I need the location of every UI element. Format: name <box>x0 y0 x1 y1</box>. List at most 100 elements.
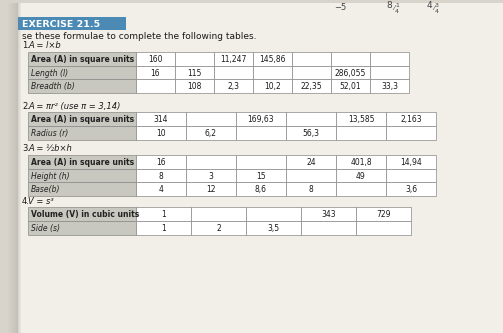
Bar <box>386 168 436 182</box>
Bar <box>8 3 11 333</box>
Bar <box>28 182 136 196</box>
Bar <box>175 52 214 66</box>
Bar <box>136 66 175 80</box>
Bar <box>301 207 356 221</box>
Bar <box>28 66 136 80</box>
Bar <box>301 221 356 235</box>
Bar <box>253 80 292 93</box>
Text: 3,5: 3,5 <box>268 224 280 233</box>
Bar <box>136 52 175 66</box>
Text: 10,2: 10,2 <box>264 82 281 92</box>
Bar <box>386 155 436 168</box>
Bar <box>28 155 136 168</box>
Bar <box>136 112 186 126</box>
Text: 13,585: 13,585 <box>348 115 374 124</box>
Bar <box>16 3 19 333</box>
Text: 343: 343 <box>321 210 336 219</box>
Bar <box>246 221 301 235</box>
Text: 160: 160 <box>148 55 163 64</box>
Text: 2,3: 2,3 <box>227 82 239 92</box>
Text: 12: 12 <box>206 185 216 194</box>
Text: 108: 108 <box>187 82 202 92</box>
Bar <box>336 112 386 126</box>
Bar <box>331 80 370 93</box>
Text: 3: 3 <box>435 3 439 8</box>
Text: Area (A) in square units: Area (A) in square units <box>31 158 134 167</box>
Text: Area (A) in square units: Area (A) in square units <box>31 55 134 64</box>
Text: 8: 8 <box>158 171 163 180</box>
Text: −5: −5 <box>334 3 346 12</box>
Bar <box>336 126 386 140</box>
Text: EXERCISE 21.5: EXERCISE 21.5 <box>22 20 100 29</box>
Bar <box>191 221 246 235</box>
Bar <box>18 17 126 30</box>
Text: 10: 10 <box>156 129 166 138</box>
Bar <box>214 66 253 80</box>
Bar <box>175 66 214 80</box>
Bar <box>331 66 370 80</box>
Bar <box>356 221 411 235</box>
Bar <box>236 112 286 126</box>
Bar <box>246 207 301 221</box>
Text: Side (s): Side (s) <box>31 224 60 233</box>
Bar <box>214 80 253 93</box>
Text: 4: 4 <box>427 1 432 10</box>
Bar <box>286 182 336 196</box>
Text: 11,247: 11,247 <box>220 55 246 64</box>
Text: 3.: 3. <box>22 144 30 153</box>
Bar <box>386 182 436 196</box>
Bar <box>12 3 15 333</box>
Bar <box>336 168 386 182</box>
Text: 1: 1 <box>395 3 399 8</box>
Bar <box>175 80 214 93</box>
Text: 286,055: 286,055 <box>335 69 366 78</box>
Bar <box>10 3 13 333</box>
Text: Volume (V) in cubic units: Volume (V) in cubic units <box>31 210 139 219</box>
Text: Area (A) in square units: Area (A) in square units <box>31 115 134 124</box>
Bar <box>286 168 336 182</box>
Bar <box>136 221 191 235</box>
Bar <box>370 66 409 80</box>
Text: 4.: 4. <box>22 197 30 206</box>
Text: Length (l): Length (l) <box>31 69 68 78</box>
Bar <box>136 168 186 182</box>
Text: 314: 314 <box>154 115 168 124</box>
Bar <box>186 112 236 126</box>
Bar <box>28 80 136 93</box>
Text: A = ½b×h: A = ½b×h <box>28 144 72 153</box>
Text: 401,8: 401,8 <box>350 158 372 167</box>
Text: 1.: 1. <box>22 41 30 50</box>
Text: 1: 1 <box>161 224 166 233</box>
Bar <box>14 3 17 333</box>
Bar <box>292 80 331 93</box>
Text: 729: 729 <box>376 210 391 219</box>
Text: 2.: 2. <box>22 102 30 111</box>
Bar <box>336 155 386 168</box>
Text: 4: 4 <box>435 9 439 14</box>
Bar <box>236 182 286 196</box>
Text: 8: 8 <box>309 185 313 194</box>
Bar <box>286 112 336 126</box>
Bar <box>28 126 136 140</box>
Text: ⁄: ⁄ <box>393 5 394 11</box>
Bar <box>18 3 21 333</box>
Bar <box>370 80 409 93</box>
Bar <box>236 126 286 140</box>
Text: 52,01: 52,01 <box>340 82 361 92</box>
Bar <box>15 3 18 333</box>
Text: V = s³: V = s³ <box>28 197 54 206</box>
Bar <box>17 3 20 333</box>
Bar <box>28 112 136 126</box>
Text: 3: 3 <box>209 171 213 180</box>
Text: 2: 2 <box>216 224 221 233</box>
Text: 15: 15 <box>256 171 266 180</box>
Bar <box>286 155 336 168</box>
Bar <box>186 182 236 196</box>
Text: 16: 16 <box>156 158 166 167</box>
Text: Base(b): Base(b) <box>31 185 60 194</box>
Bar <box>186 126 236 140</box>
Text: Breadth (b): Breadth (b) <box>31 82 75 92</box>
Bar <box>386 112 436 126</box>
Text: 24: 24 <box>306 158 316 167</box>
Text: 2,163: 2,163 <box>400 115 422 124</box>
